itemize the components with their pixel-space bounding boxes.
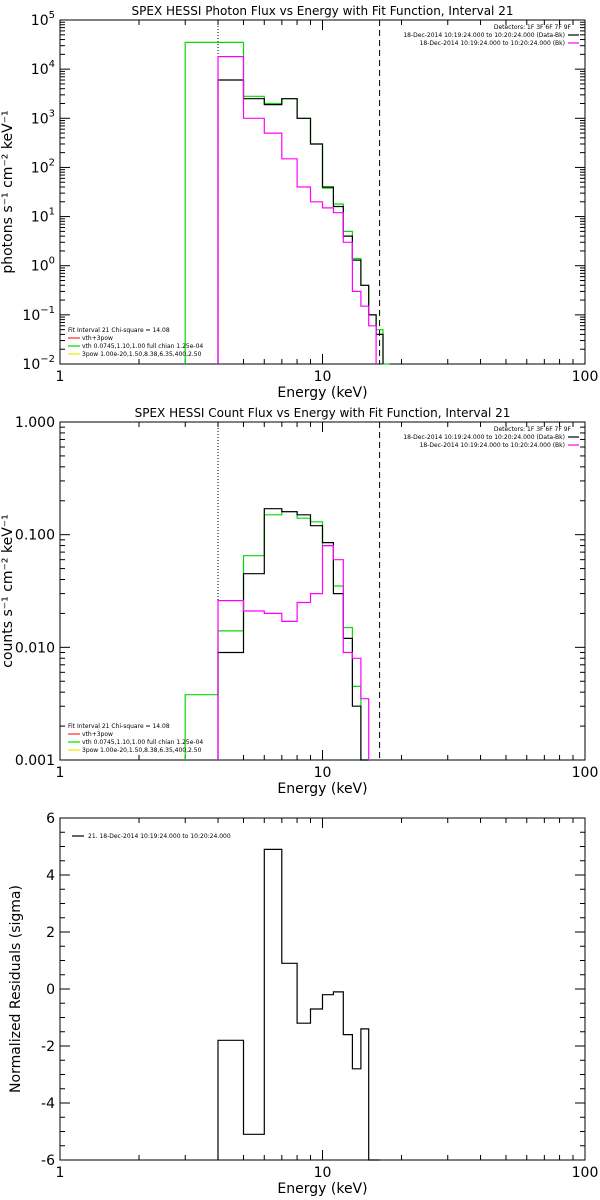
count-xtick-label: 1 [56, 765, 65, 781]
resid-xtick-label: 1 [56, 1165, 65, 1181]
count-series-2 [217, 545, 370, 760]
count-ylabel: counts s⁻¹ cm⁻² keV⁻¹ [0, 514, 16, 668]
count-xlabel: Energy (keV) [277, 781, 367, 797]
photon-series-1 [217, 79, 384, 364]
photon-ytick-label: 10−2 [22, 354, 55, 373]
resid-series-0 [217, 848, 380, 1161]
photon-ytick-label: 104 [31, 59, 55, 78]
resid-legend-tl-0: 21. 18-Dec-2014 10:19:24.000 to 10:20:24… [88, 833, 231, 840]
count-title: SPEX HESSI Count Flux vs Energy with Fit… [135, 406, 511, 420]
count-xtick-label: 100 [572, 765, 599, 781]
resid-ytick-label: -4 [41, 1096, 55, 1112]
photon-series-0 [184, 41, 390, 365]
photon-ylabel: photons s⁻¹ cm⁻² keV⁻¹ [0, 110, 16, 273]
count-legend-bl-1: vth+3pow [82, 731, 113, 738]
photon-title: SPEX HESSI Photon Flux vs Energy with Fi… [132, 4, 514, 18]
count-ytick-label: 0.100 [15, 528, 55, 544]
resid-xtick-label: 100 [572, 1165, 599, 1181]
photon-legend-tr-1: 18-Dec-2014 10:19:24.000 to 10:20:24.000… [403, 32, 565, 39]
resid-ytick-label: -2 [41, 1039, 55, 1055]
photon-legend-tr-0: Detectors: 1F 3F 6F 7F 9F [494, 24, 572, 31]
photon-legend-bl-2: vth 0.0745,1.10,1.00 full chian 1.25e-04 [82, 343, 203, 350]
resid-ylabel: Normalized Residuals (sigma) [8, 885, 24, 1093]
count-ytick-label: 0.001 [15, 753, 55, 769]
count-legend-tr-1: 18-Dec-2014 10:19:24.000 to 10:20:24.000… [403, 434, 565, 441]
photon-ytick-label: 100 [31, 256, 55, 275]
resid-ytick-label: 0 [46, 982, 55, 998]
photon-plot-frame [59, 19, 586, 365]
photon-series-2 [217, 56, 377, 364]
resid-plot-frame [59, 817, 586, 1161]
count-legend-bl-2: vth 0.0745,1.10,1.00 full chian 1.25e-04 [82, 739, 203, 746]
resid-xlabel: Energy (keV) [277, 1181, 367, 1197]
count-legend-bl-0: Fit Interval 21 Chi-square = 14.08 [68, 723, 170, 730]
photon-xtick-label: 100 [572, 369, 599, 385]
resid-ytick-label: 2 [46, 925, 55, 941]
count-series-0 [184, 511, 369, 761]
count-legend-tr-2: 18-Dec-2014 10:19:24.000 to 10:20:24.000… [420, 442, 565, 449]
count-series-1 [217, 508, 369, 761]
photon-legend-bl-3: 3pow 1.00e-20,1.50,8.38,6.35,400,2.50 [82, 351, 202, 358]
count-ytick-label: 0.010 [15, 640, 55, 656]
photon-ytick-label: 103 [31, 108, 55, 127]
resid-ytick-label: 6 [46, 811, 55, 827]
resid-ytick-label: -6 [41, 1153, 55, 1169]
count-legend-tr-0: Detectors: 1F 3F 6F 7F 9F [494, 426, 572, 433]
count-xtick-label: 10 [314, 765, 332, 781]
resid-xtick-label: 10 [314, 1165, 332, 1181]
photon-ytick-label: 105 [31, 10, 55, 29]
count-legend-bl-3: 3pow 1.00e-20,1.50,8.38,6.35,400,2.50 [82, 747, 202, 754]
photon-legend-tr-2: 18-Dec-2014 10:19:24.000 to 10:20:24.000… [420, 40, 565, 47]
photon-xtick-label: 1 [56, 369, 65, 385]
photon-legend-bl-0: Fit Interval 21 Chi-square = 14.08 [68, 327, 170, 334]
photon-legend-bl-1: vth+3pow [82, 335, 113, 342]
photon-ytick-label: 101 [31, 207, 55, 226]
photon-xlabel: Energy (keV) [277, 385, 367, 401]
count-ytick-label: 1.000 [15, 415, 55, 431]
photon-ytick-label: 102 [31, 157, 55, 176]
photon-ytick-label: 10−1 [22, 305, 55, 324]
photon-xtick-label: 10 [314, 369, 332, 385]
resid-ytick-label: 4 [46, 868, 55, 884]
